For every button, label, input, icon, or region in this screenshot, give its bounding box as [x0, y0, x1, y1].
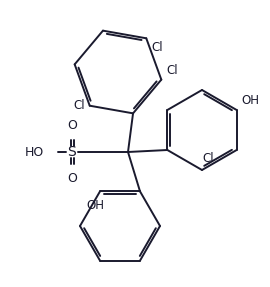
- Text: Cl: Cl: [166, 64, 178, 77]
- Text: Cl: Cl: [202, 152, 214, 165]
- Text: Cl: Cl: [151, 41, 163, 54]
- Text: Cl: Cl: [73, 99, 85, 112]
- Text: S: S: [68, 145, 76, 159]
- Text: O: O: [67, 119, 77, 132]
- Text: HO: HO: [25, 146, 44, 158]
- Text: O: O: [67, 172, 77, 185]
- Text: OH: OH: [86, 199, 104, 212]
- Text: OH: OH: [242, 94, 260, 107]
